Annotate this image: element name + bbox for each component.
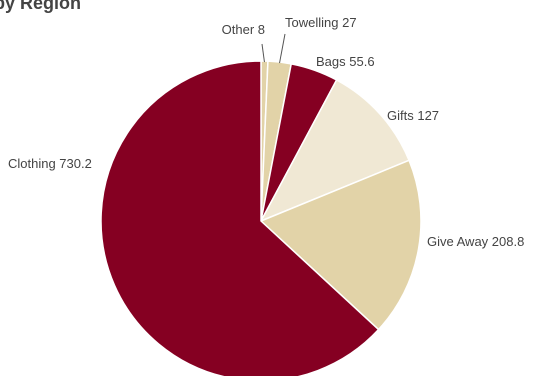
slice-label-bags: Bags 55.6 (316, 54, 375, 69)
leader-line-towelling (279, 33, 286, 64)
leader-line-other (261, 43, 265, 63)
slice-label-other: Other 8 (222, 22, 265, 37)
slice-label-gifts: Gifts 127 (387, 108, 439, 123)
chart-title: by Region (0, 0, 82, 13)
pie-slice-gifts (260, 79, 410, 222)
pie-slice-give-away (260, 159, 422, 331)
slice-label-give-away: Give Away 208.8 (427, 234, 524, 249)
slice-label-towelling: Towelling 27 (285, 15, 357, 30)
slice-label-clothing: Clothing 730.2 (8, 156, 92, 171)
